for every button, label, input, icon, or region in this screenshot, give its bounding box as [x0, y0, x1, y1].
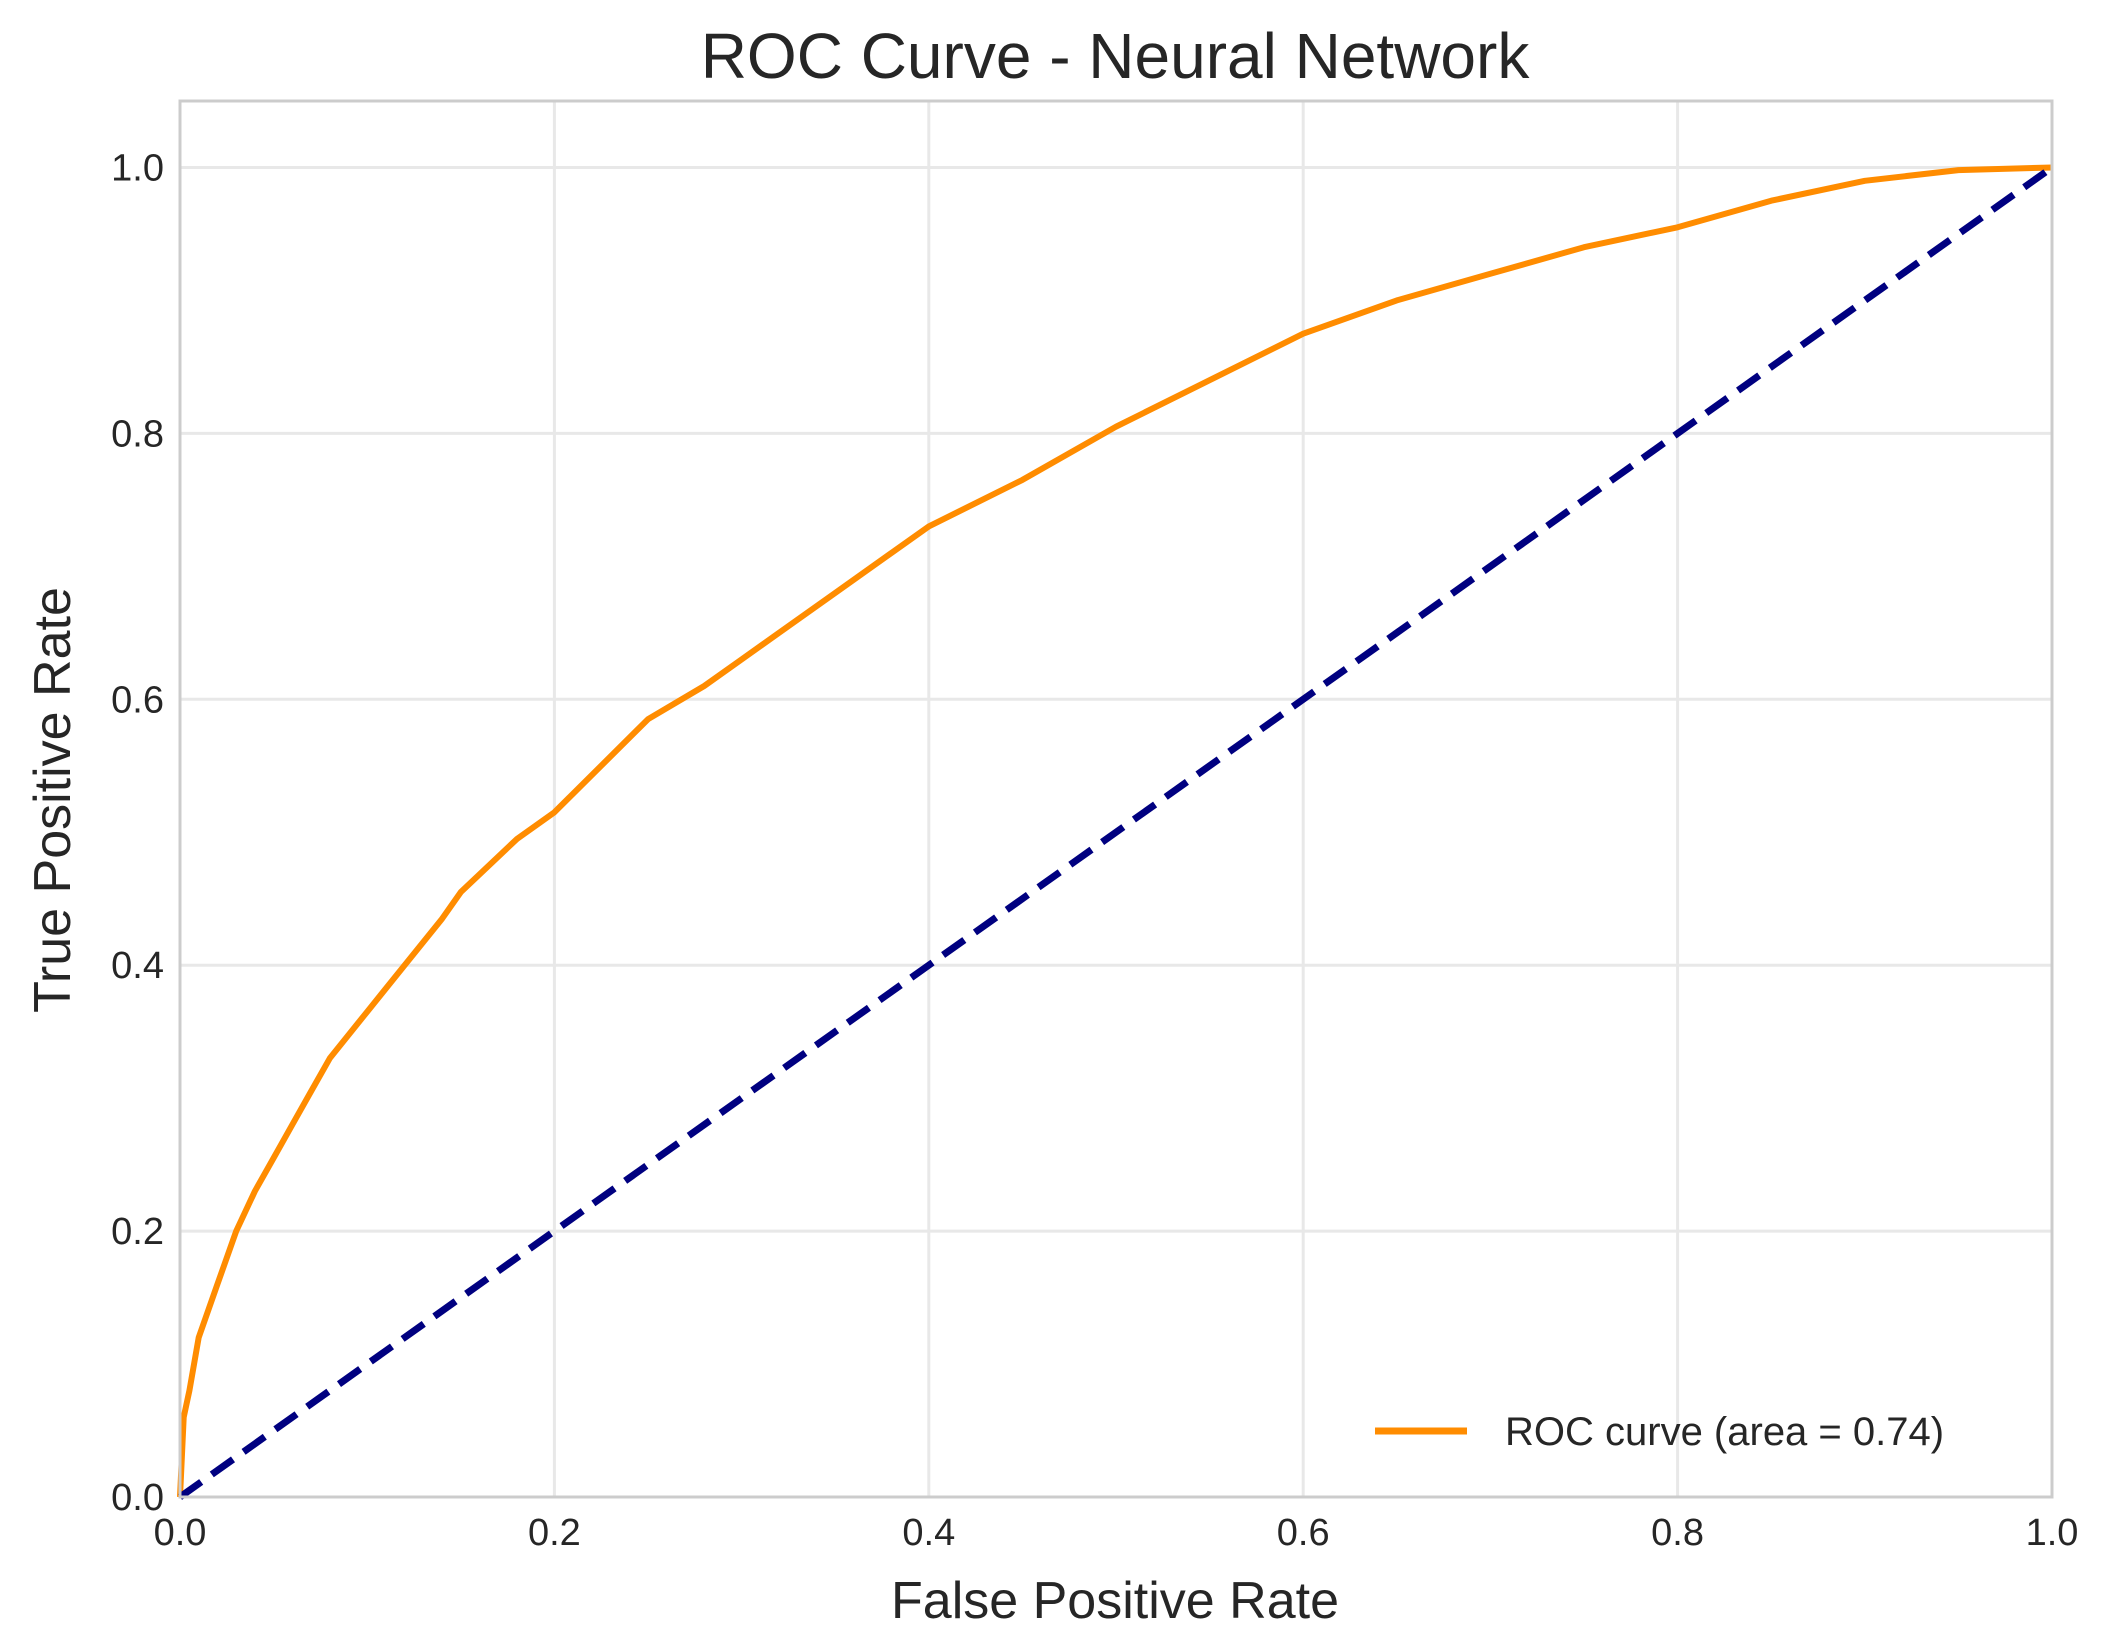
- y-tick-label: 0.6: [111, 679, 164, 721]
- plot-frame: [178, 99, 2054, 1499]
- y-tick-label: 1.0: [111, 147, 164, 189]
- roc-curve-line: [177, 164, 2053, 1498]
- y-tick-label: 0.2: [111, 1211, 164, 1253]
- x-tick-labels: 0.0 0.2 0.4 0.6 0.8 1.0: [154, 1512, 2079, 1554]
- legend-label-roc: ROC curve (area = 0.74): [1505, 1410, 1944, 1454]
- y-axis-label: True Positive Rate: [24, 587, 82, 1013]
- y-tick-labels: 0.0 0.2 0.4 0.6 0.8 1.0: [111, 147, 164, 1519]
- x-tick-label: 0.4: [902, 1512, 955, 1554]
- x-tick-label: 0.8: [1651, 1512, 1704, 1554]
- y-tick-label: 0.4: [111, 945, 164, 987]
- chart-title: ROC Curve - Neural Network: [701, 20, 1531, 92]
- x-tick-label: 0.2: [528, 1512, 581, 1554]
- x-axis-label: False Positive Rate: [891, 1572, 1339, 1630]
- legend: ROC curve (area = 0.74): [1375, 1410, 1944, 1454]
- x-tick-label: 0.6: [1277, 1512, 1330, 1554]
- chance-diagonal-line: [177, 164, 2055, 1500]
- x-tick-label: 0.0: [154, 1512, 207, 1554]
- series-layer: [177, 164, 2055, 1500]
- plot-area: [180, 101, 2052, 1497]
- grid-lines: [178, 101, 2054, 1499]
- y-tick-label: 0.8: [111, 413, 164, 455]
- x-tick-label: 1.0: [2026, 1512, 2079, 1554]
- y-tick-label: 0.0: [111, 1477, 164, 1519]
